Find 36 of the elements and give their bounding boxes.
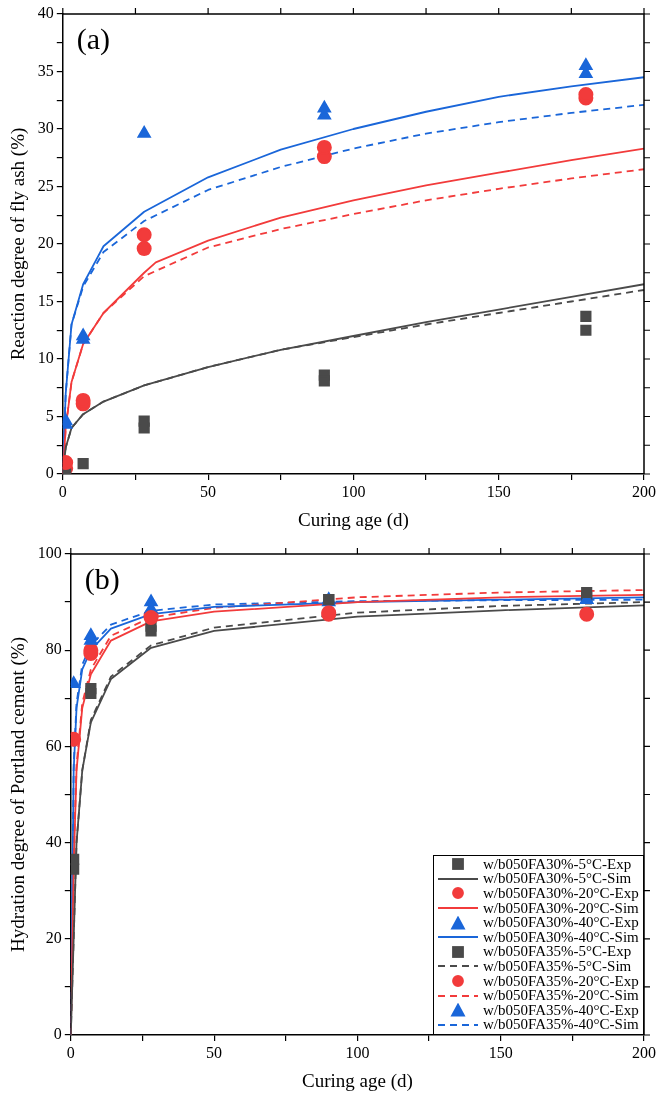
y-axis-title: Hydration degree of Portland cement (%) bbox=[7, 637, 30, 952]
legend-label: w/b050FA30%-5°C-Exp bbox=[483, 855, 632, 873]
y-tick-label: 40 bbox=[45, 832, 62, 850]
y-tick-label: 40 bbox=[37, 4, 54, 22]
legend-label: w/b050FA30%-40°C-Exp bbox=[483, 914, 639, 932]
y-tick-label: 35 bbox=[37, 61, 54, 79]
y-tick-label: 20 bbox=[37, 234, 54, 252]
x-axis-title: Curing age (d) bbox=[297, 508, 409, 531]
y-tick-label: 0 bbox=[45, 464, 54, 482]
x-tick-label: 100 bbox=[345, 1043, 370, 1061]
y-tick-label: 100 bbox=[37, 544, 62, 562]
annotation: (b) bbox=[84, 561, 120, 596]
x-tick-label: 200 bbox=[632, 1043, 656, 1061]
y-tick-label: 15 bbox=[37, 291, 54, 309]
y-tick-label: 10 bbox=[37, 349, 54, 367]
x-tick-label: 50 bbox=[206, 1043, 223, 1061]
x-tick-label: 150 bbox=[486, 482, 511, 500]
x-tick-label: 0 bbox=[66, 1043, 75, 1061]
y-tick-label: 0 bbox=[53, 1025, 62, 1043]
y-tick-label: 30 bbox=[37, 119, 54, 137]
legend-label: w/b050FA35%-40°C-Sim bbox=[483, 1016, 639, 1034]
x-axis-title: Curing age (d) bbox=[301, 1069, 413, 1092]
y-tick-label: 20 bbox=[45, 929, 62, 946]
x-tick-label: 200 bbox=[632, 482, 656, 500]
y-axis-title: Reaction degree of fly ash (%) bbox=[7, 127, 30, 361]
y-tick-label: 5 bbox=[45, 406, 54, 424]
legend-label: w/b050FA30%-20°C-Exp bbox=[483, 884, 639, 902]
y-tick-label: 60 bbox=[45, 736, 62, 754]
legend-label: w/b050FA35%-5°C-Exp bbox=[483, 943, 632, 961]
x-tick-label: 50 bbox=[200, 482, 217, 500]
y-tick-label: 80 bbox=[45, 640, 62, 658]
annotation: (a) bbox=[76, 21, 111, 56]
y-tick-label: 25 bbox=[37, 176, 54, 194]
x-tick-label: 150 bbox=[488, 1043, 513, 1061]
x-tick-label: 100 bbox=[341, 482, 366, 500]
legend-label: w/b050FA35%-20°C-Exp bbox=[483, 972, 639, 989]
